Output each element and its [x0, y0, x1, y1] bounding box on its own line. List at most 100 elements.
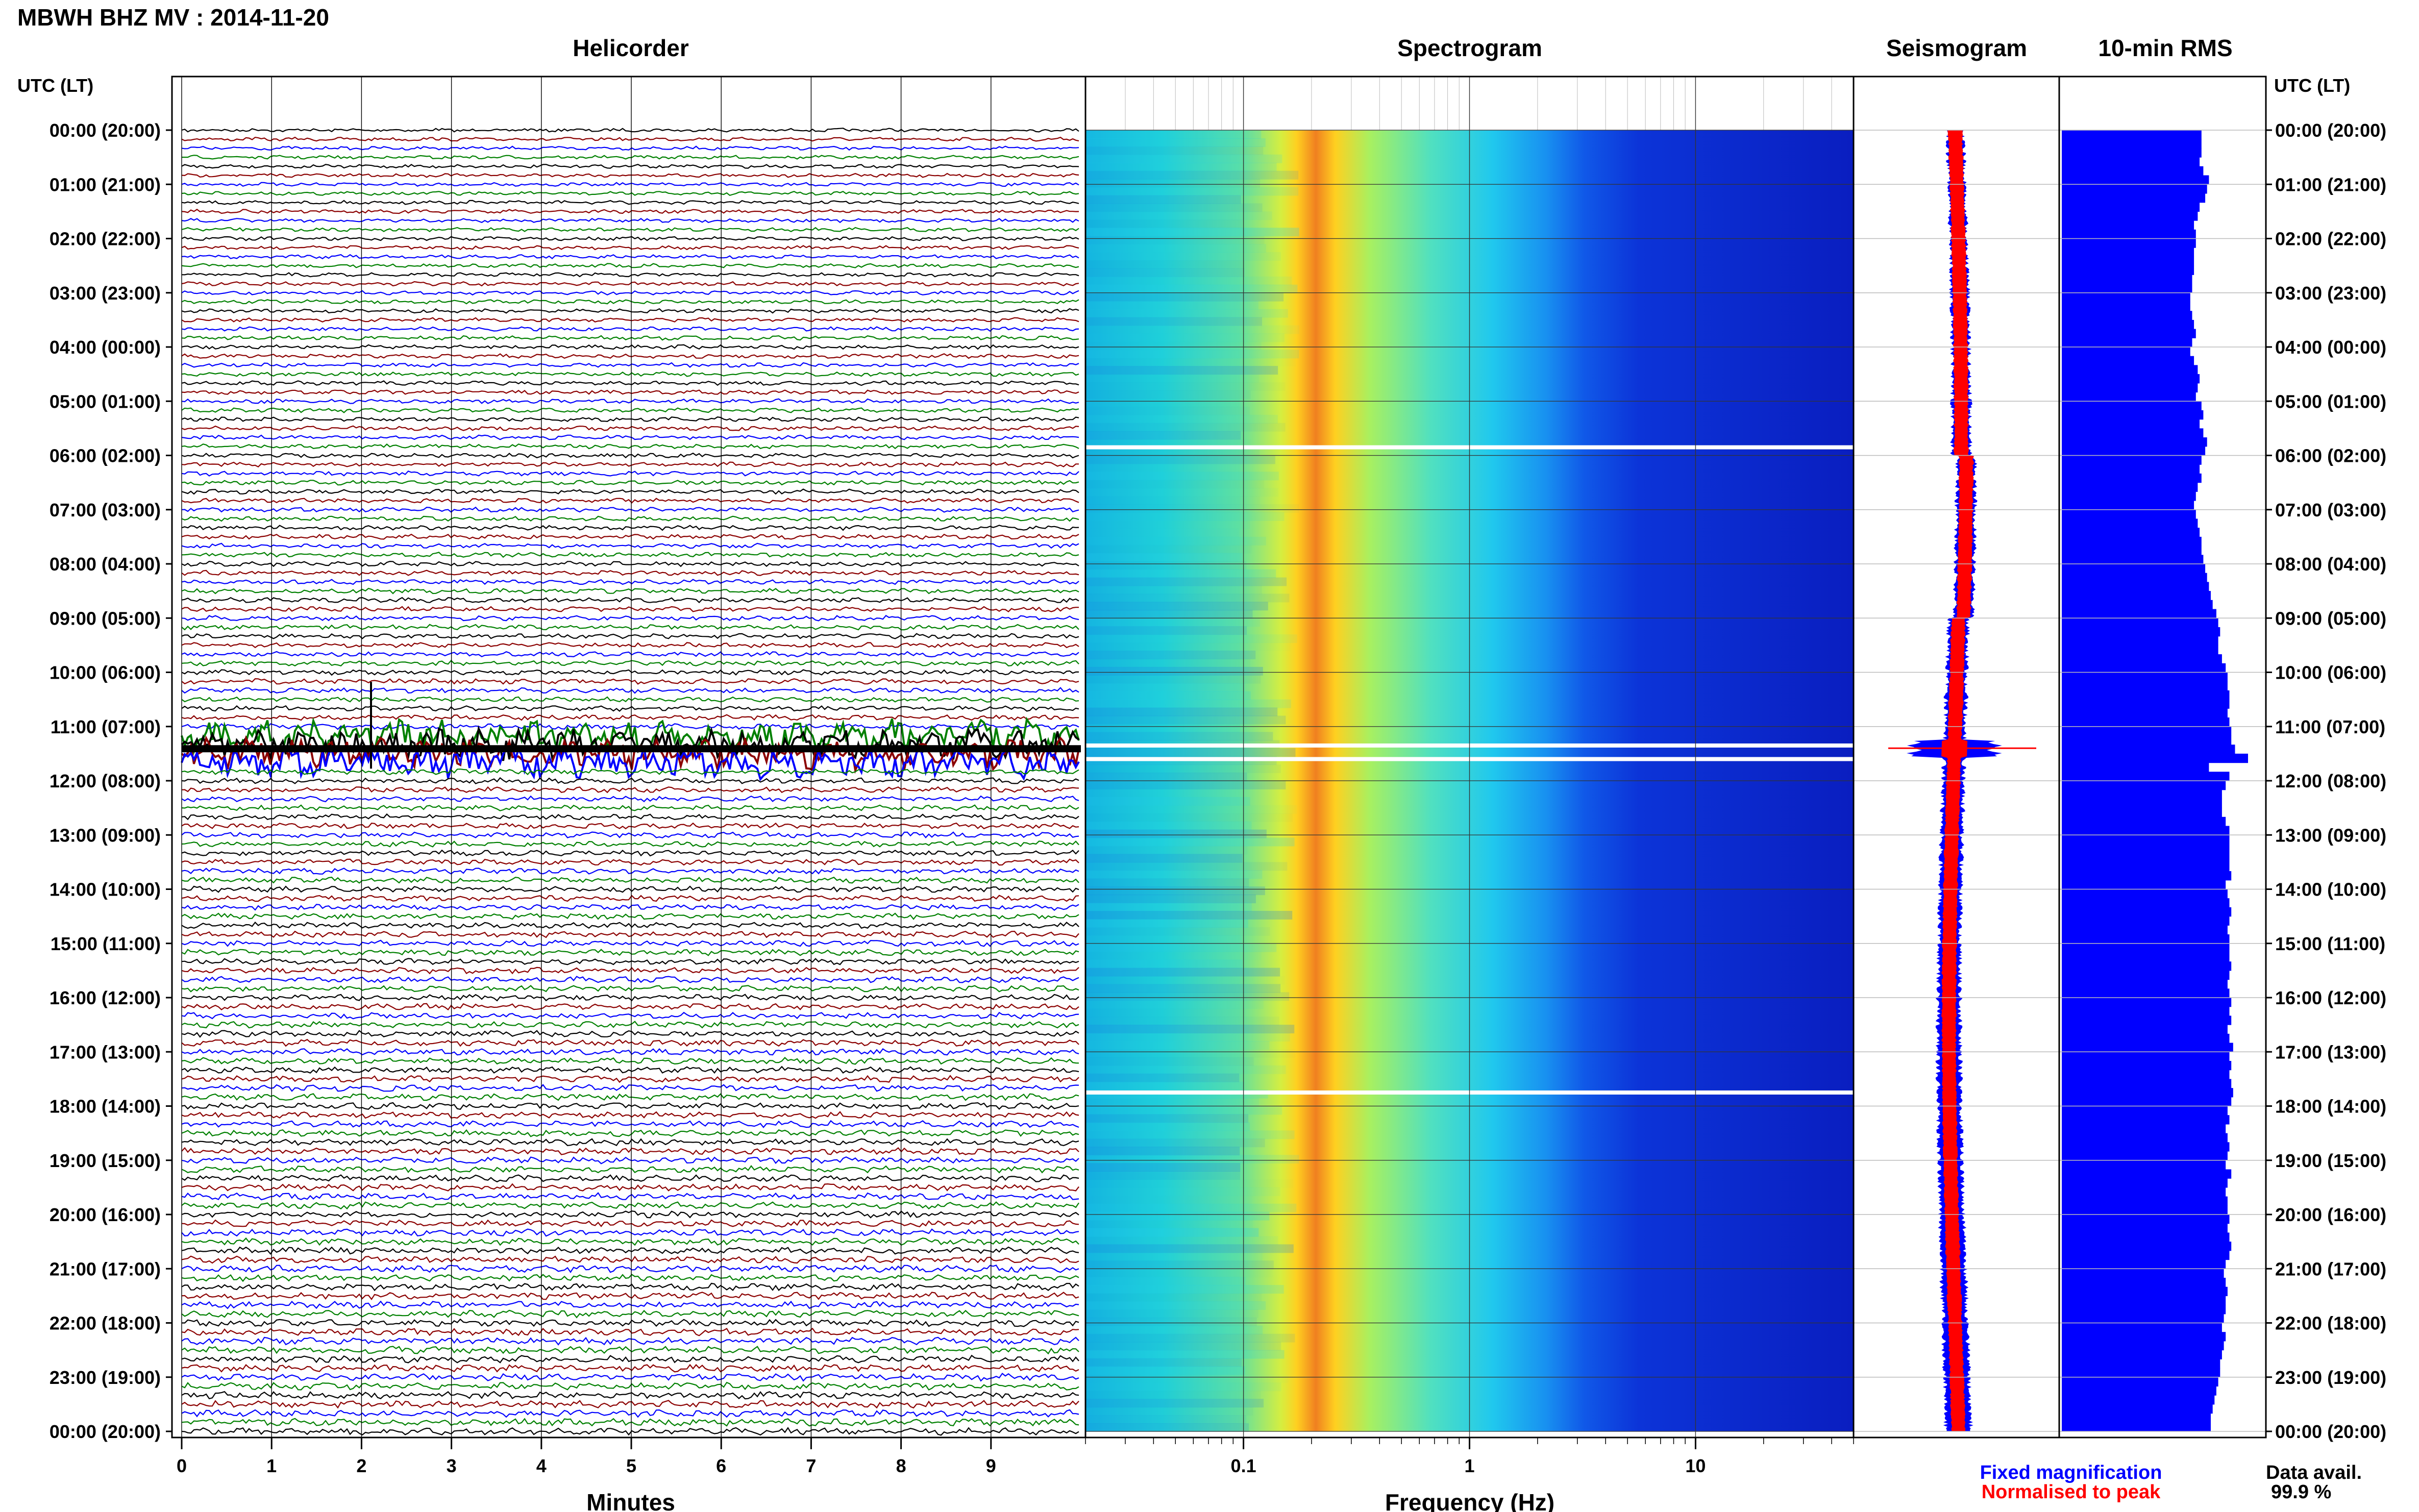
helicorder-trace: [181, 687, 1079, 694]
helicorder-x-tick-label: 7: [806, 1455, 816, 1476]
rms-bar: [2062, 347, 2190, 357]
helicorder-trace: [181, 136, 1079, 142]
y-tick-label-left: 18:00 (14:00): [50, 1096, 161, 1117]
spectrogram-band: [1085, 455, 1275, 464]
y-tick-label-left: 11:00 (07:00): [51, 716, 161, 737]
helicorder-trace: [181, 1156, 1079, 1164]
rms-bar: [2062, 202, 2200, 212]
time-axis-label-right: UTC (LT): [2274, 75, 2350, 96]
rms-bar: [2062, 645, 2218, 655]
spectrogram-band: [1085, 732, 1273, 741]
helicorder-x-tick-label: 2: [356, 1455, 366, 1476]
helicorder-trace: [181, 200, 1079, 205]
spectrogram-band: [1085, 1244, 1294, 1253]
rms-bar: [2062, 365, 2198, 375]
helicorder-trace: [181, 425, 1079, 431]
spectrogram-band: [1085, 211, 1272, 220]
rms-bar: [2062, 1242, 2232, 1251]
y-tick-label-left: 16:00 (12:00): [50, 987, 161, 1008]
y-tick-label-right: 04:00 (00:00): [2275, 337, 2386, 358]
spectrogram-band: [1085, 1203, 1297, 1212]
y-tick-label-right: 00:00 (20:00): [2275, 1421, 2386, 1442]
spectrogram-band: [1085, 895, 1256, 904]
rms-bar: [2062, 482, 2198, 492]
helicorder-trace: [181, 804, 1079, 811]
data-avail-value: 99.9 %: [2271, 1481, 2331, 1503]
spectrogram-band: [1085, 1065, 1286, 1074]
legend-normalised-to-peak: Normalised to peak: [1982, 1481, 2161, 1503]
spectrogram-band: [1085, 1187, 1280, 1196]
helicorder-trace: [181, 1246, 1079, 1255]
y-tick-label-left: 07:00 (03:00): [50, 500, 161, 520]
rms-bar: [2062, 573, 2207, 582]
helicorder-trace: [181, 344, 1079, 350]
rms-bar: [2062, 762, 2209, 772]
spectrogram-band: [1085, 1017, 1279, 1026]
rms-bar: [2062, 799, 2222, 808]
rms-bar: [2062, 473, 2202, 483]
rms-bar: [2062, 518, 2198, 528]
spectrogram-band: [1085, 1366, 1245, 1375]
spectrogram-band: [1085, 919, 1248, 928]
helicorder-trace: [181, 624, 1079, 631]
y-tick-label-left: 01:00 (21:00): [50, 174, 161, 195]
helicorder-trace: [181, 515, 1079, 522]
rms-bar: [2062, 880, 2226, 890]
rms-bar: [2062, 726, 2232, 736]
rms-bar: [2062, 157, 2200, 167]
spectrogram-band: [1085, 1309, 1258, 1318]
y-tick-label-right: 05:00 (01:00): [2275, 391, 2386, 412]
rms-bar: [2062, 925, 2228, 935]
rms-bar: [2062, 1142, 2230, 1152]
rms-bar: [2062, 446, 2206, 456]
rms-bar: [2062, 934, 2230, 944]
rms-bar: [2062, 1350, 2222, 1359]
rms-bar: [2062, 988, 2230, 998]
rms-bar: [2062, 401, 2202, 411]
helicorder-trace: [181, 380, 1079, 386]
rms-bar: [2062, 148, 2202, 158]
rms-bar: [2062, 1223, 2228, 1233]
helicorder-trace: [181, 1400, 1079, 1409]
rms-bar: [2062, 672, 2228, 682]
spectrogram-band: [1085, 959, 1243, 969]
rms-bar: [2062, 816, 2226, 827]
y-tick-label-right: 21:00 (17:00): [2275, 1258, 2386, 1279]
rms-bar: [2062, 591, 2211, 601]
spectrogram-band: [1085, 724, 1241, 733]
time-axis-label-left: UTC (LT): [17, 75, 93, 96]
rms-bar: [2062, 1296, 2226, 1305]
rms-bar: [2062, 1015, 2232, 1025]
spectrogram-band: [1085, 414, 1278, 424]
rms-bar: [2062, 789, 2222, 799]
spectrogram-band: [1085, 528, 1239, 537]
rms-bar: [2062, 1404, 2213, 1414]
x-axes: 0 1 2 3 4 5 6 7 8 9 0.1 1 10: [177, 1437, 1854, 1476]
helicorder-trace: [181, 1219, 1079, 1228]
helicorder-trace: [181, 416, 1079, 423]
spectrogram-band: [1085, 1374, 1288, 1383]
spectrogram-band: [1085, 1163, 1241, 1172]
spectrogram-band: [1085, 390, 1251, 399]
rms-bar: [2062, 1205, 2228, 1215]
y-tick-label-left: 23:00 (19:00): [50, 1367, 161, 1388]
rms-bar: [2062, 1377, 2218, 1387]
helicorder-trace: [181, 1309, 1079, 1319]
spectrogram-band: [1085, 715, 1286, 725]
rms-bar: [2062, 943, 2230, 953]
spectrogram-band: [1085, 1130, 1295, 1139]
rms-bar: [2062, 356, 2194, 365]
helicorder-trace: [181, 1346, 1079, 1355]
rms-bar: [2062, 772, 2230, 781]
spectrogram-band: [1085, 569, 1276, 578]
y-tick-label-right: 18:00 (14:00): [2275, 1096, 2386, 1117]
helicorder-trace: [181, 579, 1079, 585]
spectrogram-band: [1085, 1196, 1252, 1204]
spectrogram-band: [1085, 1350, 1285, 1359]
rms-bar: [2062, 1124, 2226, 1134]
rms-bar: [2062, 826, 2230, 835]
rms-bar: [2062, 275, 2192, 284]
spectrogram-band: [1085, 854, 1243, 863]
spectrogram-band: [1085, 366, 1278, 375]
spectrogram-band: [1085, 813, 1293, 822]
